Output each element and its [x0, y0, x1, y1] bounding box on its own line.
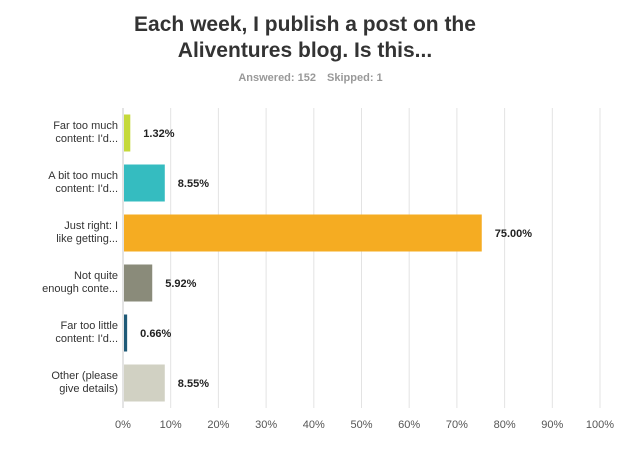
- chart-title-line-2: Aliventures blog. Is this...: [177, 39, 433, 62]
- category-label-line: Far too much: [53, 120, 118, 132]
- category-label-line: content: I'd...: [55, 183, 118, 195]
- category-label-line: A bit too much: [48, 170, 118, 182]
- category-label-line: like getting...: [56, 233, 118, 245]
- category-label-line: Far too little: [60, 320, 118, 332]
- category-label: Not quite enough conte...: [14, 270, 118, 296]
- x-tick-label: 60%: [398, 419, 420, 431]
- x-tick-label: 90%: [541, 419, 563, 431]
- bar: [124, 264, 153, 302]
- category-label: Far too little content: I'd...: [14, 320, 118, 346]
- category-label-line: content: I'd...: [55, 333, 118, 345]
- bar: [124, 364, 165, 402]
- bar: [124, 164, 165, 202]
- x-tick-label: 30%: [255, 419, 277, 431]
- bar: [124, 314, 128, 352]
- skipped-count: Skipped: 1: [327, 72, 383, 84]
- category-label: A bit too much content: I'd...: [14, 170, 118, 196]
- category-label-line: enough conte...: [42, 283, 118, 295]
- category-label-line: Just right: I: [64, 220, 118, 232]
- value-label: 8.55%: [178, 378, 209, 390]
- response-stats: Answered: 152 Skipped: 1: [0, 72, 621, 84]
- chart-title: Each week, I publish a post on the Alive…: [100, 12, 510, 64]
- category-label: Far too much content: I'd...: [14, 120, 118, 146]
- category-label-line: Not quite: [73, 270, 118, 282]
- category-label-line: content: I'd...: [55, 133, 118, 145]
- x-tick-label: 40%: [303, 419, 325, 431]
- x-tick-label: 80%: [494, 419, 516, 431]
- x-tick-label: 70%: [446, 419, 468, 431]
- x-tick-label: 20%: [207, 419, 229, 431]
- bar: [124, 214, 482, 252]
- x-tick-label: 0%: [115, 419, 131, 431]
- value-label: 75.00%: [495, 228, 533, 240]
- chart-title-line-1: Each week, I publish a post on the: [134, 13, 476, 36]
- value-label: 8.55%: [178, 178, 209, 190]
- answered-count: Answered: 152: [238, 72, 316, 84]
- category-label: Other (please give details): [14, 370, 118, 396]
- value-label: 0.66%: [140, 328, 171, 340]
- x-tick-label: 50%: [350, 419, 372, 431]
- bar: [124, 114, 131, 152]
- category-label-line: Other (please: [51, 370, 118, 382]
- value-label: 5.92%: [165, 278, 196, 290]
- value-label: 1.32%: [143, 128, 174, 140]
- x-tick-label: 10%: [160, 419, 182, 431]
- x-tick-label: 100%: [586, 419, 614, 431]
- category-label-line: give details): [59, 383, 118, 395]
